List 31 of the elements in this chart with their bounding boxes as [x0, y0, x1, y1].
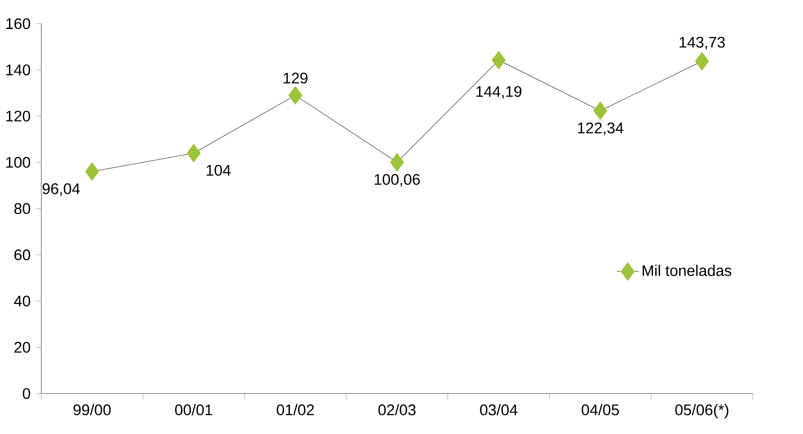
x-tick-label: 99/00 — [74, 404, 111, 416]
data-label: 144,19 — [476, 86, 522, 99]
y-tick-label: 20 — [14, 342, 30, 353]
x-tick-label: 01/02 — [276, 404, 314, 416]
y-tick-label: 120 — [6, 110, 30, 122]
data-label: 96,04 — [42, 183, 80, 196]
y-tick-label: 140 — [6, 64, 30, 76]
point — [288, 86, 302, 105]
data-label: 122,34 — [578, 122, 624, 136]
y-tick-label: 100 — [6, 157, 30, 168]
point — [492, 51, 506, 70]
x-tick-label: 03/04 — [480, 404, 518, 416]
point — [593, 102, 608, 120]
x-tick-label: 05/06(*) — [675, 404, 728, 418]
data-label: 143,73 — [680, 36, 725, 50]
y-tick-label: 40 — [14, 296, 30, 307]
y-tick-label: 60 — [14, 249, 30, 260]
y-tick-label: 80 — [14, 203, 30, 214]
x-tick-label: 04/05 — [582, 404, 619, 416]
x-tick-label: 00/01 — [175, 404, 212, 416]
point — [390, 153, 404, 172]
data-label: 100,06 — [374, 174, 420, 187]
point — [85, 162, 100, 181]
legend-label: Mil toneladas — [642, 264, 732, 276]
data-label: 104 — [206, 164, 231, 176]
y-tick-label: 0 — [22, 388, 30, 400]
point — [186, 144, 201, 162]
point — [695, 52, 709, 71]
y-tick-label: 160 — [6, 18, 30, 30]
data-label: 129 — [284, 72, 308, 84]
x-tick-label: 02/03 — [378, 404, 416, 416]
